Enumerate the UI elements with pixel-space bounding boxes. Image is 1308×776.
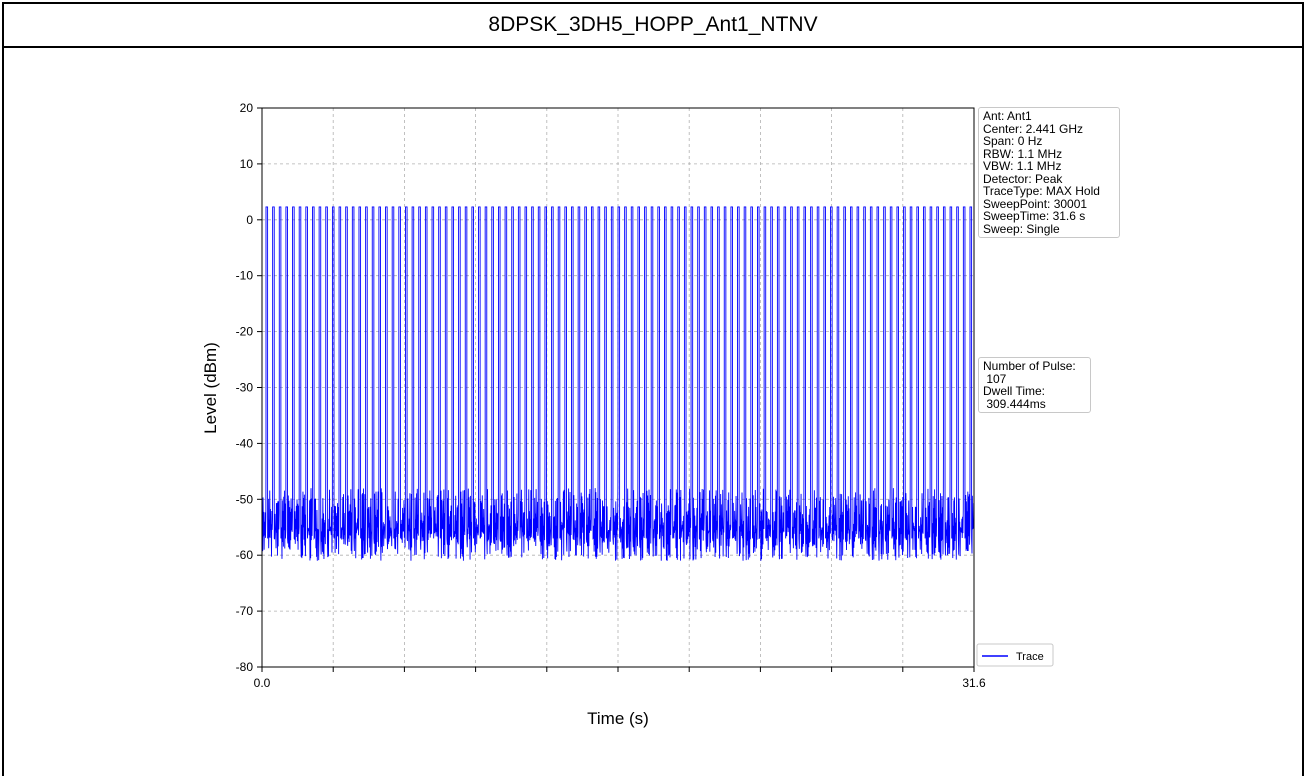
- result-info-box: Number of Pulse: 107 Dwell Time: 309.444…: [978, 357, 1091, 413]
- settings-info-box: Ant: Ant1 Center: 2.441 GHz Span: 0 Hz R…: [978, 107, 1120, 238]
- x-tick-label: 31.6: [962, 676, 986, 690]
- trace-line: [261, 206, 975, 561]
- settings-line: RBW: 1.1 MHz: [983, 146, 1063, 161]
- settings-line: VBW: 1.1 MHz: [983, 159, 1062, 173]
- y-tick-label: 20: [240, 101, 254, 115]
- settings-line: Span: 0 Hz: [983, 134, 1043, 148]
- y-tick-label: -50: [236, 492, 254, 506]
- settings-line: Ant: Ant1: [983, 109, 1032, 123]
- y-tick-label: 0: [246, 213, 253, 227]
- result-line: 107: [983, 371, 1007, 386]
- settings-line: TraceType: MAX Hold: [983, 184, 1100, 198]
- y-tick-label: -10: [236, 269, 254, 283]
- y-tick-label: -70: [236, 604, 254, 618]
- x-axis-label: Time (s): [587, 709, 649, 728]
- legend: Trace: [976, 643, 1054, 667]
- y-axis-label: Level (dBm): [201, 342, 220, 434]
- result-line: Number of Pulse:: [983, 359, 1076, 373]
- y-tick-label: -60: [236, 548, 254, 562]
- y-tick-label: -40: [236, 436, 254, 450]
- plot-border: [261, 107, 975, 668]
- axes: 20 10 0 -10 -20 -30 -40 -50 -60 -70 -800.0 31.6: [236, 101, 986, 690]
- y-tick-label: -80: [236, 660, 254, 674]
- y-tick-label: -30: [236, 381, 254, 395]
- settings-line: Detector: Peak: [983, 171, 1063, 186]
- y-tick-label: 10: [240, 157, 254, 171]
- trace-series: [261, 206, 975, 561]
- x-tick-label: 0.0: [254, 676, 271, 690]
- result-line: 309.444ms: [983, 396, 1046, 411]
- settings-line: Sweep: Single: [983, 221, 1060, 236]
- y-tick-label: -20: [236, 325, 254, 339]
- settings-line: SweepTime: 31.6 s: [983, 209, 1086, 223]
- chart-title: 8DPSK_3DH5_HOPP_Ant1_NTNV: [4, 4, 1302, 48]
- legend-label: Trace: [1016, 651, 1044, 663]
- result-line: Dwell Time:: [983, 384, 1046, 398]
- settings-line: SweepPoint: 30001: [983, 196, 1088, 211]
- settings-line: Center: 2.441 GHz: [983, 121, 1084, 136]
- legend-box: [976, 643, 1054, 667]
